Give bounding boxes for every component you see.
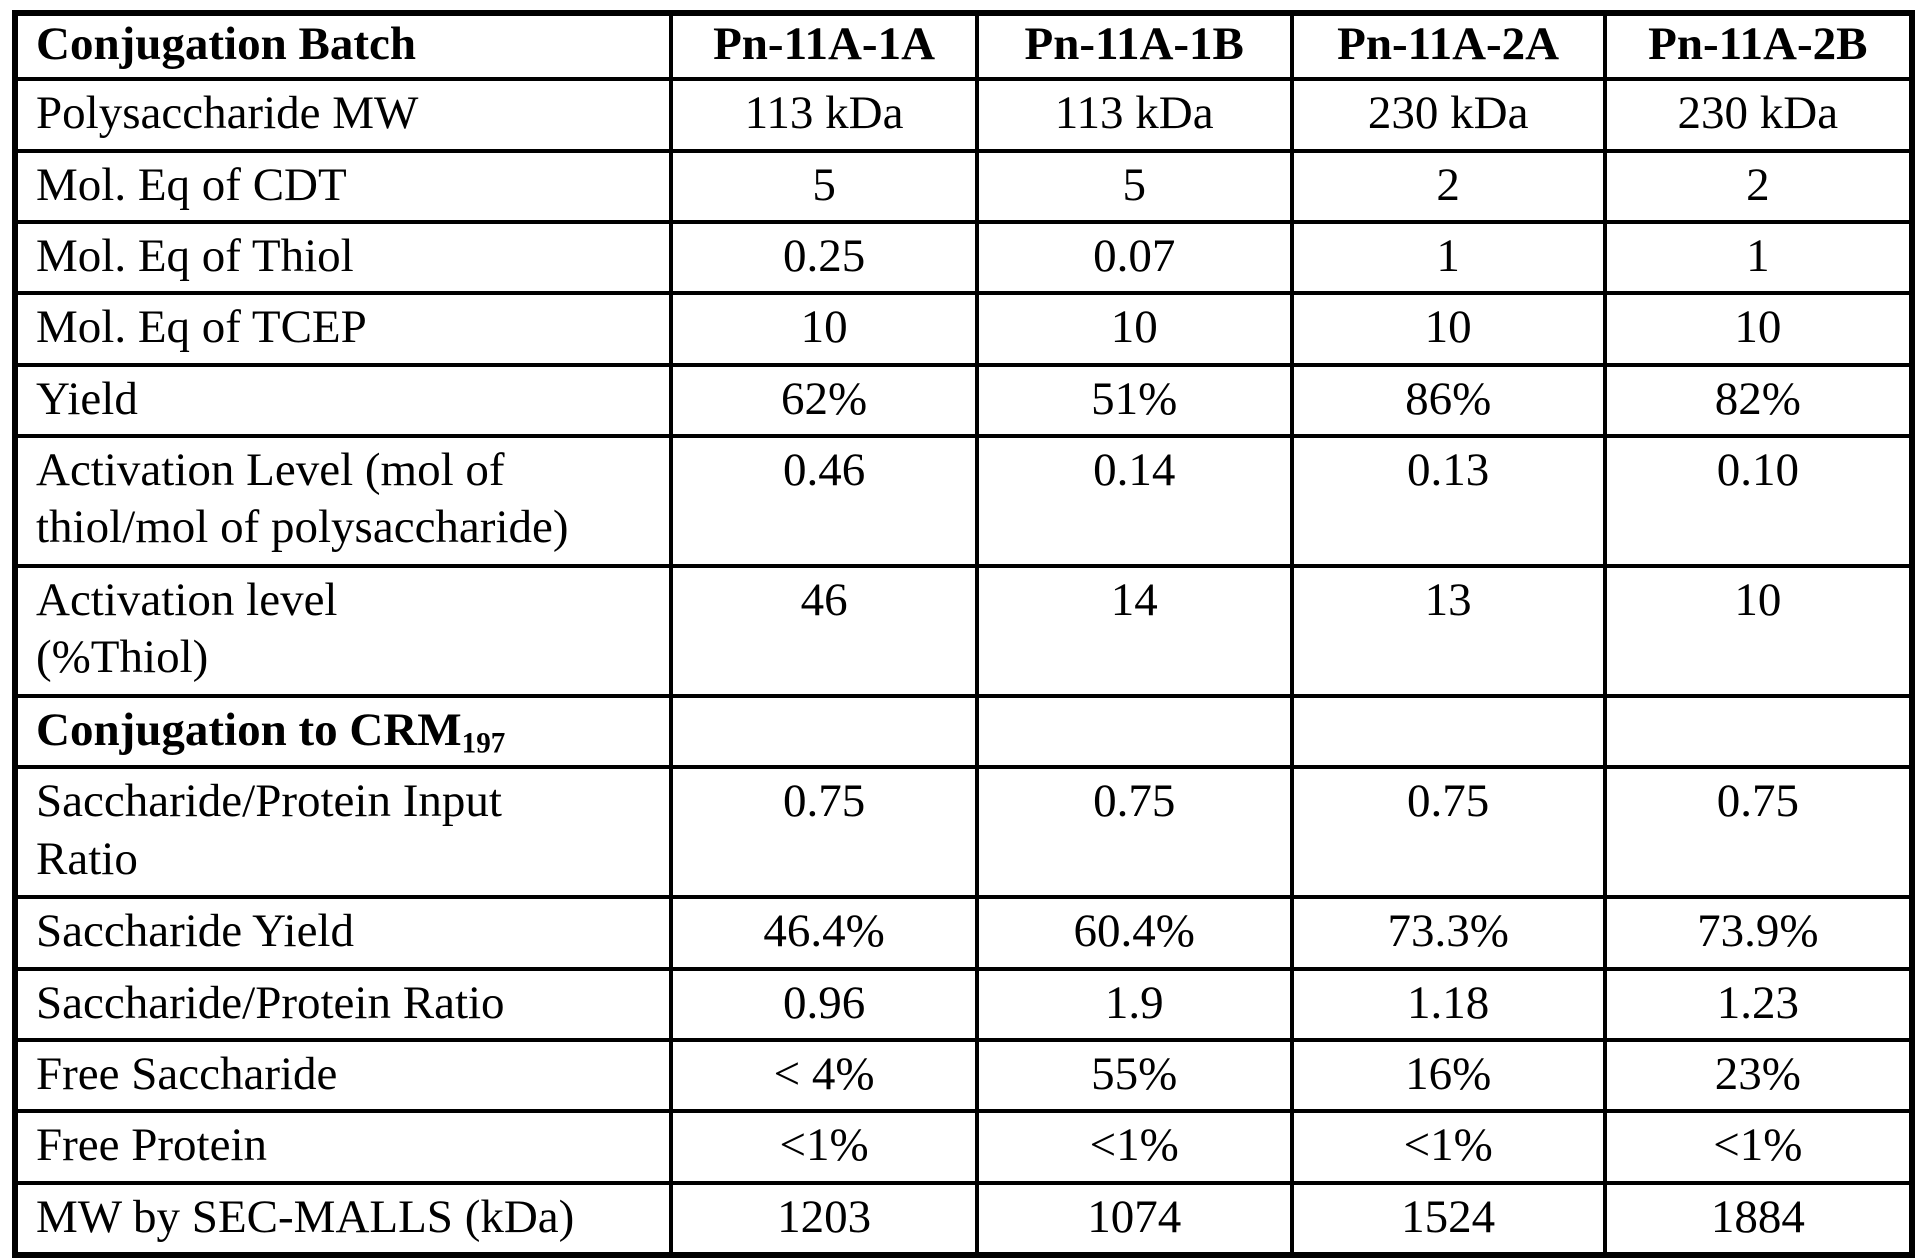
cell: 230 kDa [1602, 77, 1915, 153]
cell: 13 [1289, 563, 1607, 698]
row-label: Saccharide/Protein Input Ratio [12, 765, 674, 900]
cell: 10 [974, 291, 1294, 367]
cell: <1% [1602, 1109, 1915, 1185]
cell: 0.46 [669, 433, 979, 568]
row-label: Polysaccharide MW [12, 77, 674, 153]
cell: 46 [669, 563, 979, 698]
cell: 14 [974, 563, 1294, 698]
cell: 1074 [974, 1180, 1294, 1257]
corner-header: Conjugation Batch [12, 10, 674, 82]
table-row: Free Protein <1% <1% <1% <1% [12, 1109, 1915, 1185]
row-label: Free Protein [12, 1109, 674, 1185]
cell: 1.18 [1289, 966, 1607, 1042]
table-row: Yield 62% 51% 86% 82% [12, 362, 1915, 438]
table-row: Polysaccharide MW 113 kDa 113 kDa 230 kD… [12, 77, 1915, 153]
cell [1602, 693, 1915, 770]
cell: 1.23 [1602, 966, 1915, 1042]
cell: 55% [974, 1037, 1294, 1114]
cell: 1203 [669, 1180, 979, 1257]
cell: 2 [1289, 148, 1607, 224]
cell: 10 [1602, 563, 1915, 698]
row-label: Mol. Eq of CDT [12, 148, 674, 224]
cell: 10 [1289, 291, 1607, 367]
cell: 1 [1289, 219, 1607, 296]
cell [1289, 693, 1607, 770]
cell: 113 kDa [974, 77, 1294, 153]
section-row: Conjugation to CRM197 [12, 693, 1915, 770]
cell: 16% [1289, 1037, 1607, 1114]
table-row: Mol. Eq of TCEP 10 10 10 10 [12, 291, 1915, 367]
cell: 60.4% [974, 895, 1294, 971]
cell: <1% [669, 1109, 979, 1185]
cell: 5 [669, 148, 979, 224]
table-row: Activation level (%Thiol) 46 14 13 10 [12, 563, 1915, 698]
row-label: MW by SEC-MALLS (kDa) [12, 1180, 674, 1257]
table-row: Saccharide/Protein Input Ratio 0.75 0.75… [12, 765, 1915, 900]
cell: 0.25 [669, 219, 979, 296]
cell: 1884 [1602, 1180, 1915, 1257]
section-title: Conjugation to CRM [36, 703, 462, 756]
document-page: Conjugation Batch Pn-11A-1A Pn-11A-1B Pn… [12, 10, 1915, 1258]
cell [669, 693, 979, 770]
column-header: Pn-11A-2B [1602, 10, 1915, 82]
table-row: Free Saccharide < 4% 55% 16% 23% [12, 1037, 1915, 1114]
section-title-cell: Conjugation to CRM197 [12, 693, 674, 770]
cell: 0.07 [974, 219, 1294, 296]
cell [974, 693, 1294, 770]
cell: 0.75 [1602, 765, 1915, 900]
cell: < 4% [669, 1037, 979, 1114]
table-row: Mol. Eq of Thiol 0.25 0.07 1 1 [12, 219, 1915, 296]
cell: 0.96 [669, 966, 979, 1042]
cell: 46.4% [669, 895, 979, 971]
cell: 1524 [1289, 1180, 1607, 1257]
section-title-subscript: 197 [461, 727, 506, 760]
table-row: Mol. Eq of CDT 5 5 2 2 [12, 148, 1915, 224]
column-header: Pn-11A-1B [974, 10, 1294, 82]
cell: 82% [1602, 362, 1915, 438]
cell: 0.13 [1289, 433, 1607, 568]
cell: 0.10 [1602, 433, 1915, 568]
cell: 10 [1602, 291, 1915, 367]
cell: 5 [974, 148, 1294, 224]
row-label: Saccharide Yield [12, 895, 674, 971]
table-row: MW by SEC-MALLS (kDa) 1203 1074 1524 188… [12, 1180, 1915, 1257]
table-row: Activation Level (mol of thiol/mol of po… [12, 433, 1915, 568]
cell: 62% [669, 362, 979, 438]
cell: 73.3% [1289, 895, 1607, 971]
table-row: Saccharide Yield 46.4% 60.4% 73.3% 73.9% [12, 895, 1915, 971]
cell: 23% [1602, 1037, 1915, 1114]
cell: 1.9 [974, 966, 1294, 1042]
cell: 0.75 [974, 765, 1294, 900]
cell: 230 kDa [1289, 77, 1607, 153]
conjugation-batch-table: Conjugation Batch Pn-11A-1A Pn-11A-1B Pn… [12, 10, 1915, 1258]
cell: <1% [1289, 1109, 1607, 1185]
cell: 73.9% [1602, 895, 1915, 971]
row-label: Mol. Eq of TCEP [12, 291, 674, 367]
column-header: Pn-11A-2A [1289, 10, 1607, 82]
row-label: Mol. Eq of Thiol [12, 219, 674, 296]
cell: 0.14 [974, 433, 1294, 568]
row-label: Saccharide/Protein Ratio [12, 966, 674, 1042]
cell: 113 kDa [669, 77, 979, 153]
cell: 0.75 [1289, 765, 1607, 900]
cell: 2 [1602, 148, 1915, 224]
cell: <1% [974, 1109, 1294, 1185]
cell: 10 [669, 291, 979, 367]
column-header: Pn-11A-1A [669, 10, 979, 82]
cell: 1 [1602, 219, 1915, 296]
row-label: Free Saccharide [12, 1037, 674, 1114]
row-label: Activation Level (mol of thiol/mol of po… [12, 433, 674, 568]
row-label: Activation level (%Thiol) [12, 563, 674, 698]
table-row: Saccharide/Protein Ratio 0.96 1.9 1.18 1… [12, 966, 1915, 1042]
row-label: Yield [12, 362, 674, 438]
cell: 86% [1289, 362, 1607, 438]
cell: 0.75 [669, 765, 979, 900]
cell: 51% [974, 362, 1294, 438]
header-row: Conjugation Batch Pn-11A-1A Pn-11A-1B Pn… [12, 10, 1915, 82]
